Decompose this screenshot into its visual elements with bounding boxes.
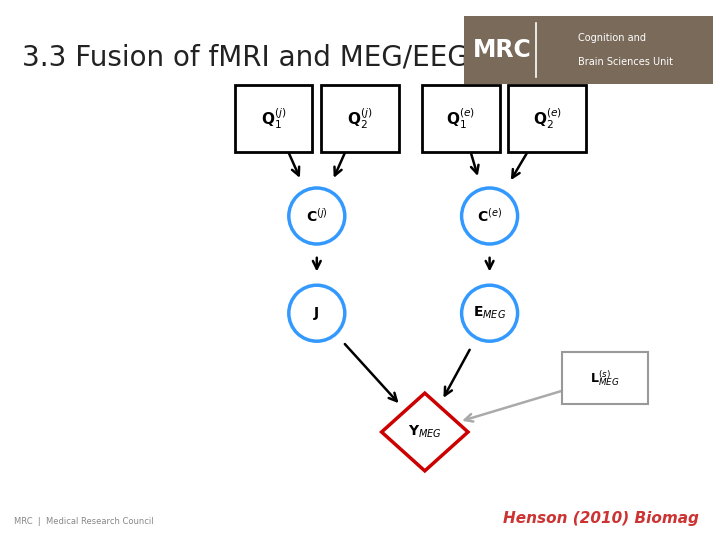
Text: $\mathbf{Q}_1^{(e)}$: $\mathbf{Q}_1^{(e)}$ <box>446 106 475 131</box>
Text: Henson (2010) Biomag: Henson (2010) Biomag <box>503 511 698 526</box>
FancyBboxPatch shape <box>508 85 586 152</box>
Text: MRC: MRC <box>472 38 531 62</box>
Text: $\mathbf{Q}_1^{(j)}$: $\mathbf{Q}_1^{(j)}$ <box>261 106 287 131</box>
Ellipse shape <box>289 285 345 341</box>
FancyBboxPatch shape <box>321 85 399 152</box>
FancyArrowPatch shape <box>345 344 397 401</box>
Text: $\mathbf{Q}_2^{(j)}$: $\mathbf{Q}_2^{(j)}$ <box>347 106 373 131</box>
Text: $\mathbf{Q}_2^{(e)}$: $\mathbf{Q}_2^{(e)}$ <box>533 106 562 131</box>
Text: $\mathbf{C}^{(e)}$: $\mathbf{C}^{(e)}$ <box>477 207 502 225</box>
Ellipse shape <box>289 188 345 244</box>
Text: MRC  |  Medical Research Council: MRC | Medical Research Council <box>14 517 154 526</box>
FancyBboxPatch shape <box>422 85 500 152</box>
FancyBboxPatch shape <box>235 85 312 152</box>
FancyBboxPatch shape <box>464 16 713 84</box>
FancyBboxPatch shape <box>562 352 648 404</box>
FancyArrowPatch shape <box>464 384 583 422</box>
FancyArrowPatch shape <box>445 350 469 395</box>
FancyArrowPatch shape <box>335 144 348 176</box>
Text: Brain Sciences Unit: Brain Sciences Unit <box>578 57 673 67</box>
Polygon shape <box>382 393 468 471</box>
FancyArrowPatch shape <box>313 258 320 269</box>
Text: $\mathbf{J}$: $\mathbf{J}$ <box>313 305 320 322</box>
FancyArrowPatch shape <box>512 143 533 178</box>
Text: $\mathbf{C}^{(j)}$: $\mathbf{C}^{(j)}$ <box>306 207 328 225</box>
FancyArrowPatch shape <box>285 144 299 176</box>
Ellipse shape <box>462 188 518 244</box>
Text: $\mathbf{L}_{MEG}^{(s)}$: $\mathbf{L}_{MEG}^{(s)}$ <box>590 368 619 388</box>
Text: $\mathbf{Y}_{MEG}$: $\mathbf{Y}_{MEG}$ <box>408 424 442 440</box>
FancyArrowPatch shape <box>469 145 479 173</box>
Text: $\mathbf{E}_{MEG}$: $\mathbf{E}_{MEG}$ <box>473 305 506 321</box>
FancyArrowPatch shape <box>486 258 493 269</box>
Text: Cognition and: Cognition and <box>578 33 646 43</box>
Ellipse shape <box>462 285 518 341</box>
Text: 3.3 Fusion of fMRI and MEG/EEG?: 3.3 Fusion of fMRI and MEG/EEG? <box>22 43 483 71</box>
